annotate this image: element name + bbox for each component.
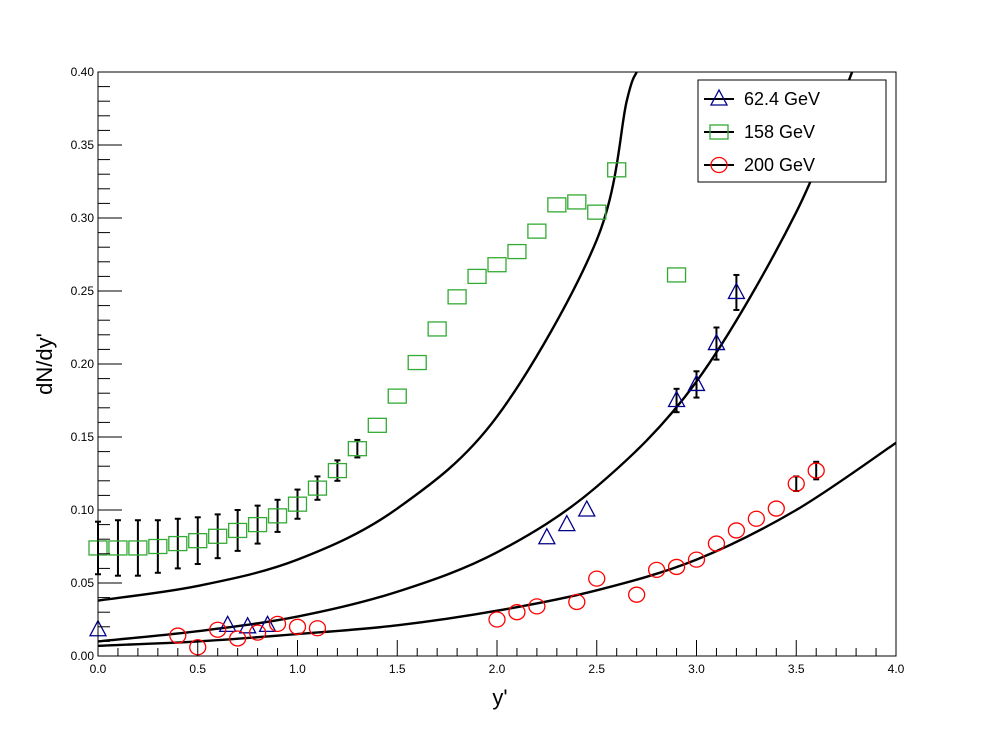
data-point-triangle [727, 282, 746, 300]
data-point-circle [588, 570, 606, 587]
legend-label: 200 GeV [744, 155, 815, 175]
data-point-circle [508, 604, 526, 621]
data-point-circle [767, 500, 785, 517]
data-point-square [547, 197, 567, 213]
data-point-triangle [707, 333, 726, 351]
y-tick-label: 0.40 [71, 65, 95, 79]
x-tick-label: 1.5 [389, 662, 406, 676]
data-point-square [567, 194, 587, 210]
data-point-square [267, 508, 288, 524]
data-point-circle [169, 627, 187, 644]
data-point-square [247, 516, 268, 533]
data-point-circle [488, 611, 506, 628]
data-point-circle [268, 615, 287, 633]
data-point-square [487, 257, 507, 273]
data-point-circle [807, 462, 825, 479]
data-point-square [607, 162, 627, 178]
data-point-circle [747, 510, 765, 527]
legend-marker-triangle [709, 88, 729, 106]
data-point-circle [647, 561, 666, 579]
data-markers [88, 162, 825, 656]
data-point-circle [628, 586, 646, 603]
data-point-square [507, 243, 527, 260]
y-tick-label: 0.20 [71, 357, 95, 371]
x-tick-label: 4.0 [888, 662, 905, 676]
data-point-circle [528, 598, 546, 615]
data-point-triangle [577, 499, 596, 517]
data-point-triangle [238, 616, 257, 634]
data-point-square [666, 267, 687, 283]
model-curve-1 [97, 71, 638, 602]
data-point-circle [308, 620, 327, 637]
legend: 62.4 GeV 158 GeV 200 GeV [697, 79, 887, 183]
data-point-square [347, 441, 368, 457]
data-point-square [407, 354, 427, 371]
y-tick-label: 0.25 [71, 284, 95, 298]
data-point-triangle [557, 514, 576, 532]
data-point-square [447, 289, 467, 305]
legend-label: 62.4 GeV [744, 89, 820, 109]
x-tick-label: 2.5 [588, 662, 605, 676]
data-point-square [367, 417, 387, 433]
data-point-square [467, 268, 487, 285]
data-point-square [227, 522, 248, 539]
data-point-square [287, 496, 308, 512]
data-point-circle [288, 618, 307, 635]
data-point-square [307, 480, 328, 496]
data-point-triangle [667, 390, 686, 408]
data-point-square [168, 535, 188, 552]
data-point-circle [228, 630, 247, 647]
data-point-circle [727, 522, 746, 539]
y-tick-label: 0.15 [71, 430, 95, 444]
data-point-square [387, 388, 407, 404]
y-tick-label: 0.30 [71, 211, 95, 225]
x-tick-label: 3.0 [688, 662, 705, 676]
data-point-circle [687, 551, 706, 568]
data-point-square [188, 533, 208, 549]
x-tick-label: 3.5 [788, 662, 805, 676]
x-tick-label: 2.0 [489, 662, 506, 676]
y-axis-ticks: 0.00 0.05 0.10 0.15 0.20 0.25 0.30 0.35 0.40 [71, 65, 122, 663]
x-tick-label: 0.5 [189, 662, 206, 676]
legend-label: 158 GeV [744, 122, 815, 142]
data-point-square [587, 204, 607, 220]
data-point-square [148, 538, 168, 555]
x-axis-ticks: 0.0 0.5 1.0 1.5 2.0 2.5 3.0 3.5 4.0 [90, 640, 905, 676]
y-tick-label: 0.05 [71, 576, 95, 590]
data-point-square [208, 528, 228, 544]
data-point-square [427, 321, 447, 337]
data-point-triangle [687, 374, 706, 392]
data-point-square [527, 223, 547, 239]
data-point-circle [707, 535, 726, 552]
y-tick-label: 0.10 [71, 503, 95, 517]
data-point-square [128, 540, 148, 556]
x-tick-label: 0.0 [90, 662, 107, 676]
x-tick-label: 1.0 [289, 662, 306, 676]
legend-items: 62.4 GeV 158 GeV 200 GeV [704, 88, 820, 175]
data-point-triangle [537, 527, 556, 545]
legend-marker-square [709, 124, 729, 140]
data-point-circle [568, 593, 586, 611]
data-point-triangle [258, 614, 277, 632]
y-axis-title: dN/dy' [32, 333, 57, 395]
x-axis-title: y' [492, 685, 507, 710]
y-tick-label: 0.35 [71, 138, 95, 152]
model-curves [97, 71, 897, 647]
error-bars [95, 273, 820, 577]
data-point-circle [667, 558, 686, 576]
data-point-circle [248, 624, 267, 641]
legend-marker-circle [710, 156, 728, 174]
model-curve-3 [97, 441, 897, 647]
data-point-circle [209, 621, 227, 638]
model-curve-2 [97, 71, 854, 643]
data-point-circle [787, 475, 805, 492]
y-tick-label: 0.00 [71, 649, 95, 663]
data-point-square [108, 540, 128, 556]
data-point-square [327, 462, 348, 479]
